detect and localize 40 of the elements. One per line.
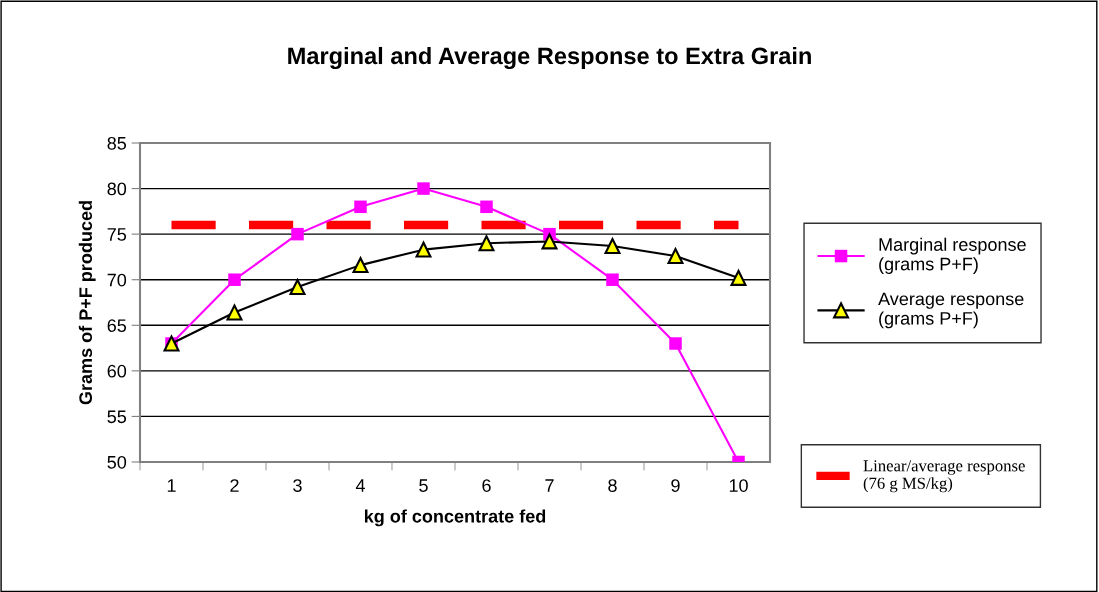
point	[415, 241, 432, 258]
y-tick-label: 70	[107, 273, 127, 287]
point	[541, 233, 558, 250]
y-tick-label: 85	[107, 136, 127, 150]
x-tick-label: 5	[419, 479, 428, 492]
y-tick-label: 50	[107, 455, 127, 469]
point	[291, 227, 304, 241]
point	[730, 269, 747, 286]
x-tick-label: 1	[167, 479, 176, 492]
point	[226, 304, 243, 321]
y-tick-label: 65	[107, 319, 127, 333]
y-tick-label: 80	[107, 182, 127, 196]
legend-label: Marginal response (grams P+F)	[879, 237, 1026, 274]
point	[352, 257, 369, 274]
legend-label: Linear/average response (76 g MS/kg)	[863, 460, 1025, 493]
point	[604, 238, 621, 254]
point	[354, 200, 367, 214]
x-tick-label: 7	[545, 479, 554, 492]
x-axis-title: kg of concentrate fed	[364, 509, 546, 527]
point	[289, 279, 306, 295]
point	[606, 273, 619, 286]
point	[478, 235, 495, 252]
x-tick-label: 2	[230, 479, 239, 492]
x-tick-label: 10	[729, 479, 748, 492]
y-tick-label: 75	[107, 228, 127, 241]
point	[417, 182, 430, 195]
y-axis-title: Grams of P+F produced	[78, 201, 96, 405]
point	[480, 200, 493, 214]
x-tick-label: 6	[482, 479, 491, 492]
x-tick-label: 3	[293, 479, 302, 492]
x-tick-label: 9	[671, 479, 680, 492]
chart-title: Marginal and Average Response to Extra Grain	[288, 46, 811, 70]
x-tick-label: 8	[608, 479, 617, 492]
legend-label: Average response (grams P+F)	[878, 292, 1024, 329]
point	[228, 273, 241, 286]
x-tick-label: 4	[355, 479, 365, 492]
point	[667, 248, 684, 264]
y-tick-label: 55	[107, 410, 127, 424]
point	[669, 337, 682, 350]
y-tick-label: 60	[107, 364, 127, 378]
